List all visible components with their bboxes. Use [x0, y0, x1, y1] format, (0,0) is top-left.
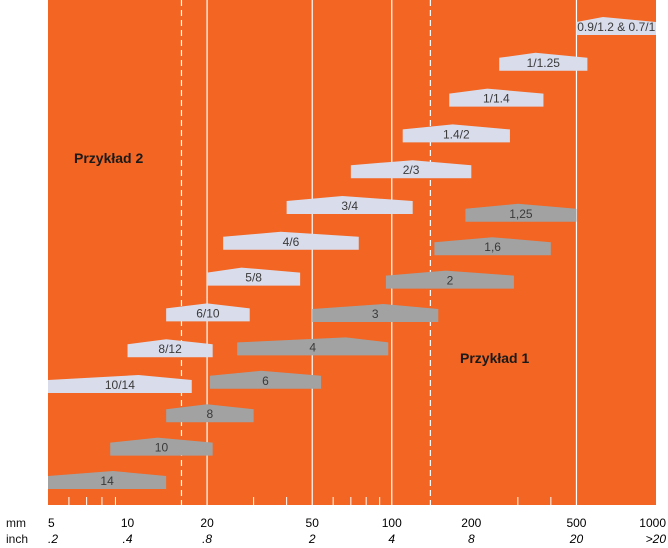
mm-tick-label: 500	[566, 516, 587, 530]
dark-range-3	[209, 370, 322, 389]
light-range-label: 2/3	[403, 163, 420, 177]
light-range-6	[350, 160, 472, 179]
dark-range-label: 10	[155, 441, 169, 455]
light-range-label: 8/12	[158, 342, 182, 356]
light-range-label: 4/6	[283, 235, 300, 249]
light-range-label: 1/1.25	[527, 56, 561, 70]
dark-range-6	[385, 270, 514, 289]
dark-range-label: 3	[372, 307, 379, 321]
example-1-label: Przykład 1	[460, 350, 530, 366]
inch-tick-label: 8	[467, 532, 475, 546]
mm-tick-label: 20	[200, 516, 214, 530]
inch-tick-label: 20	[569, 532, 584, 546]
light-range-5	[286, 196, 413, 214]
dark-range-label: 1,25	[509, 207, 533, 221]
example-2-label: Przykład 2	[74, 150, 144, 166]
dark-range-1	[110, 437, 213, 456]
dark-range-label: 4	[309, 340, 316, 354]
light-range-7	[402, 124, 510, 143]
dark-range-7	[434, 237, 551, 256]
dark-range-0	[48, 471, 167, 489]
light-range-label: 0.9/1.2 & 0.7/1	[577, 20, 655, 34]
mm-tick-label: 10	[120, 516, 135, 530]
inch-tick-label: .4	[122, 532, 133, 546]
light-range-2	[166, 303, 250, 322]
dark-range-label: 2	[447, 274, 454, 288]
light-range-label: 1.4/2	[443, 127, 470, 141]
dark-range-label: 6	[262, 374, 269, 388]
mm-tick-label: 50	[305, 516, 319, 530]
diagram-svg: 10/14 8/12 6/10 5/8 4/6 3/4 2/3 1.4/2 1/1.4 1/1.2…	[48, 0, 656, 505]
mm-tick-label: 5	[48, 516, 55, 530]
light-range-10	[576, 17, 656, 35]
light-range-8	[449, 88, 544, 107]
diagram-area: 10/14 8/12 6/10 5/8 4/6 3/4 2/3 1.4/2 1/1.4 1/1.2…	[48, 0, 656, 505]
light-range-1	[127, 339, 213, 358]
dark-range-label: 1,6	[484, 240, 501, 254]
mm-tick-label: 100	[381, 516, 402, 530]
light-range-label: 5/8	[245, 271, 262, 285]
mm-unit-label: mm	[6, 516, 26, 530]
dark-range-2	[166, 404, 254, 423]
light-range-label: 10/14	[105, 378, 135, 392]
light-range-label: 3/4	[341, 199, 358, 213]
diagram-background	[48, 0, 656, 505]
dark-range-5	[312, 304, 439, 322]
mm-tick-label: 200	[461, 516, 482, 530]
mm-tick-label: 1000	[639, 516, 666, 530]
dark-range-4	[237, 337, 389, 356]
light-range-label: 1/1.4	[483, 92, 510, 106]
inch-tick-label: .2	[48, 532, 59, 546]
inch-tick-label: >20	[645, 532, 666, 546]
light-range-4	[223, 231, 359, 250]
inch-unit-label: inch	[6, 532, 29, 546]
dark-range-label: 8	[207, 407, 214, 421]
light-range-3	[207, 267, 301, 286]
dark-range-8	[465, 203, 577, 222]
inch-tick-label: 4	[388, 532, 396, 546]
light-range-label: 6/10	[196, 306, 220, 320]
light-range-9	[499, 52, 588, 71]
inch-tick-label: 2	[308, 532, 316, 546]
light-range-0	[48, 375, 192, 393]
dark-range-label: 14	[100, 474, 114, 488]
inch-tick-label: .8	[202, 532, 213, 546]
